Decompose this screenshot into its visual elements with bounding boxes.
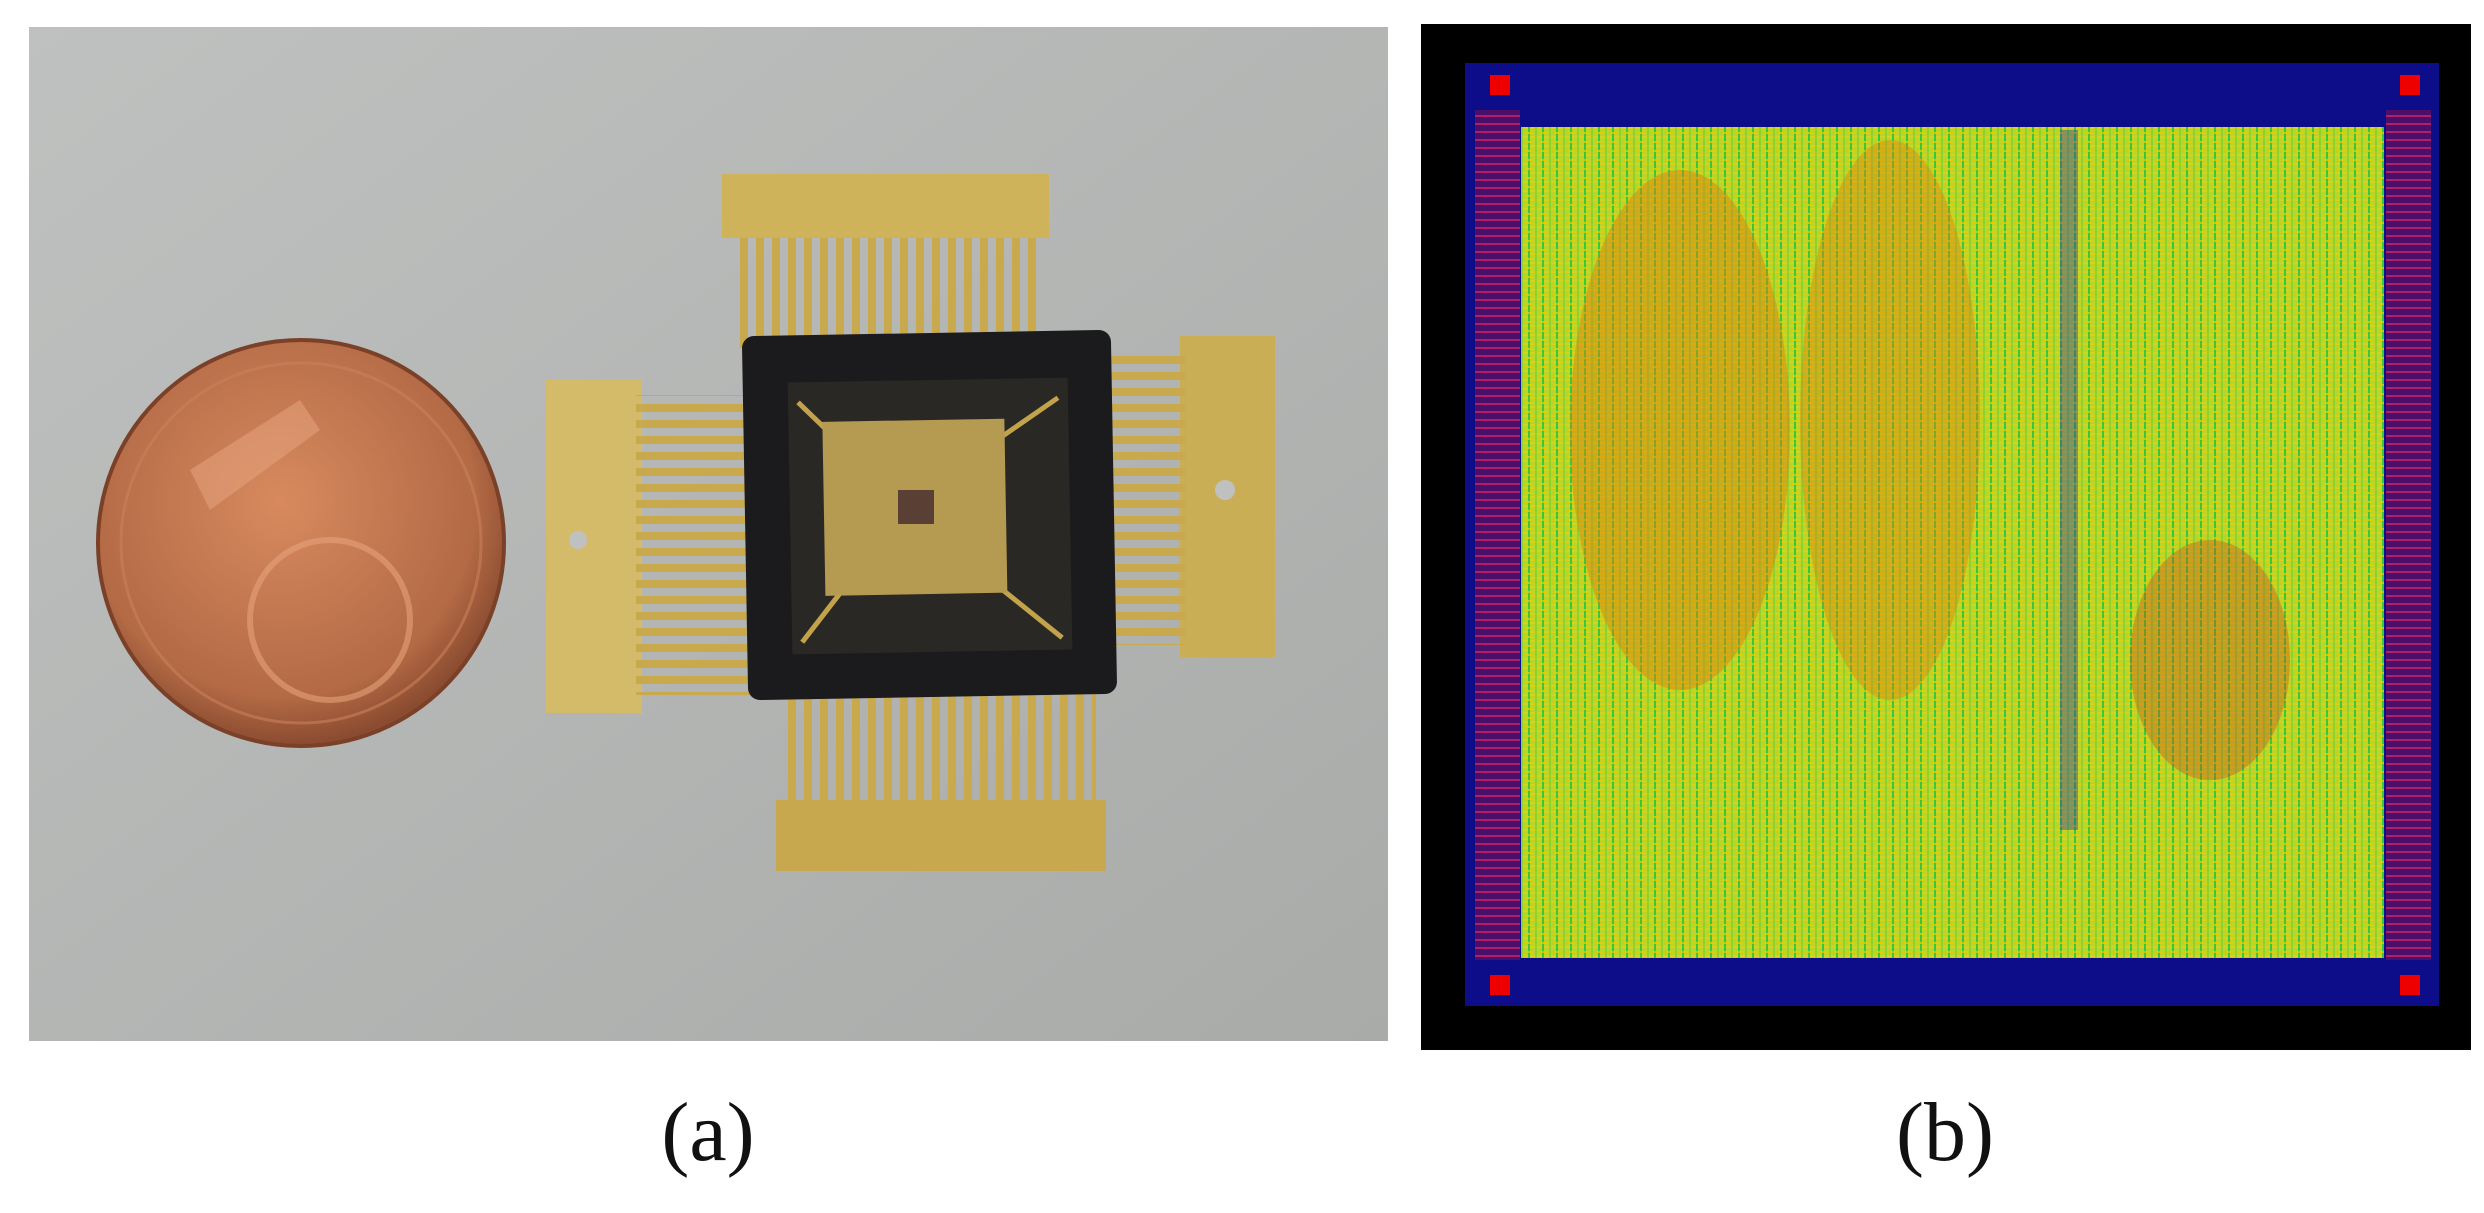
layout-b bbox=[1421, 24, 2471, 1050]
photo-a bbox=[29, 27, 1388, 1041]
panel-label: (a) bbox=[661, 1086, 754, 1179]
panel-label: (b) bbox=[1896, 1086, 1994, 1179]
